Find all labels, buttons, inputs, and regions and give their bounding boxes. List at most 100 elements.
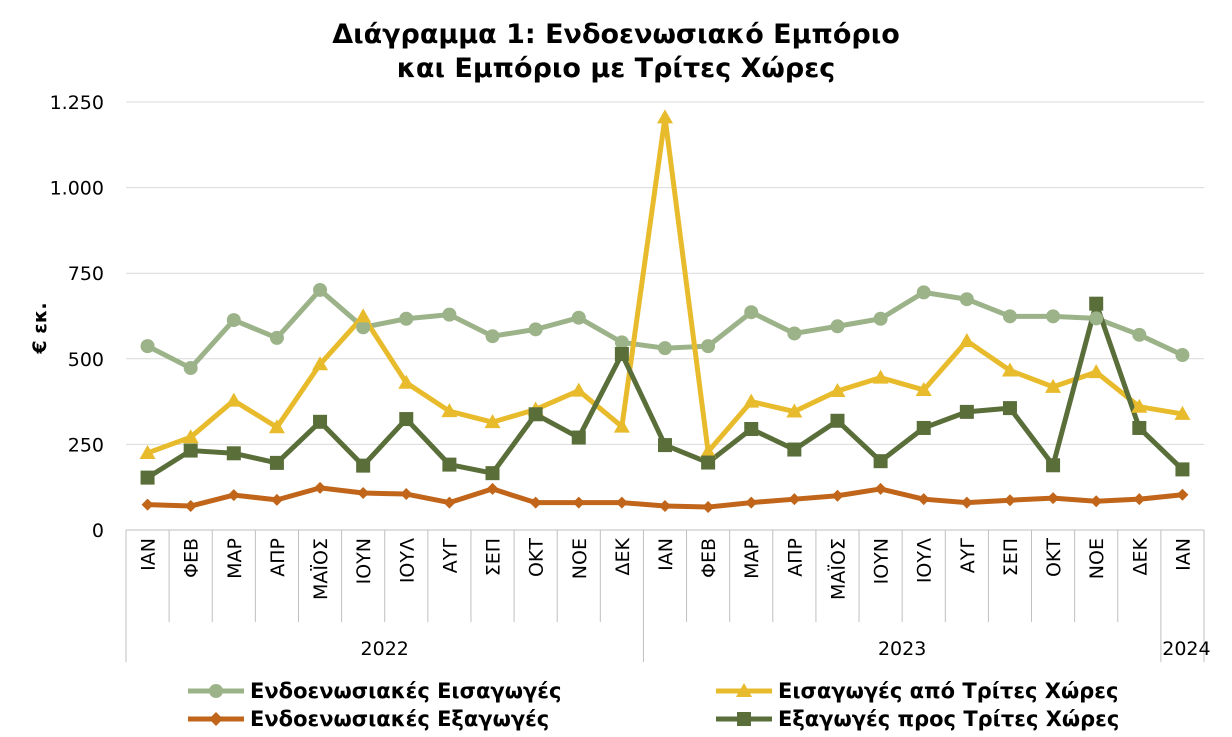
data-point — [614, 347, 629, 362]
data-point — [959, 292, 974, 307]
y-axis-label: € εκ. — [29, 302, 51, 354]
data-point — [658, 341, 672, 356]
data-point — [744, 305, 759, 320]
y-tick-label: 1.000 — [50, 178, 104, 200]
data-point — [1175, 348, 1190, 363]
x-tick-label: ΙΑΝ — [138, 538, 160, 571]
data-point — [443, 496, 456, 509]
data-point — [702, 501, 715, 514]
data-point — [268, 419, 285, 434]
data-point — [313, 282, 328, 297]
data-point — [270, 493, 283, 506]
line-chart: 0 250 500 750 1.000 1.250 ΙΑΝ ΦΕΒ ΜΑΡ ΑΠΡ ΜΑΪΟΣ ΙΟΥ… — [29, 92, 1211, 662]
chart-title-line-1: Διάγραμμα 1: Ενδοενωσιακό Εμπόριο — [332, 19, 900, 50]
data-point — [442, 307, 457, 322]
x-tick-label: ΜΑΪΟΣ — [826, 538, 849, 600]
x-tick-label: ΜΑΪΟΣ — [309, 538, 332, 600]
data-point — [486, 482, 499, 495]
y-tick-label: 750 — [68, 263, 104, 285]
data-point — [700, 443, 717, 458]
data-point — [1174, 405, 1191, 420]
data-point — [355, 308, 372, 323]
y-tick-label: 500 — [68, 349, 104, 371]
data-point — [183, 443, 198, 458]
data-point — [1131, 398, 1148, 413]
data-point — [314, 481, 327, 494]
chart-title: Διάγραμμα 1: Ενδοενωσιακό Εμπόριο και Εμ… — [0, 18, 1232, 86]
data-point — [744, 421, 759, 436]
data-point — [1089, 311, 1104, 326]
legend-label: Ενδοενωσιακές Εισαγωγές — [250, 679, 562, 703]
data-point — [1090, 495, 1103, 508]
x-tick-label: ΜΑΡ — [224, 538, 246, 579]
x-tick-label: ΣΕΠ — [483, 538, 505, 576]
legend-marker-triangle-icon — [716, 683, 772, 697]
x-tick-label: ΔΕΚ — [612, 537, 634, 575]
x-tick-label: ΣΕΠ — [1000, 538, 1022, 576]
data-point — [400, 488, 413, 501]
data-point — [571, 310, 586, 325]
x-tick-label: ΙΟΥΛ — [914, 538, 936, 583]
year-label: 2023 — [878, 638, 926, 660]
data-point — [615, 496, 628, 509]
chart-title-line-2: και Εμπόριο με Τρίτες Χώρες — [396, 53, 836, 84]
data-point — [829, 382, 846, 397]
x-tick-label: ΙΟΥΝ — [353, 538, 375, 584]
data-point — [1003, 494, 1016, 507]
data-point — [1132, 420, 1147, 435]
data-point — [614, 335, 629, 350]
data-point — [528, 407, 543, 422]
legend-item-third-country-exports: Εξαγωγές προς Τρίτες Χώρες — [714, 707, 1119, 731]
data-point — [399, 311, 414, 326]
data-point — [227, 489, 240, 502]
data-point — [226, 446, 241, 461]
data-point — [1001, 362, 1018, 377]
data-point — [916, 285, 931, 300]
x-tick-label: ΦΕΒ — [181, 538, 203, 578]
data-point — [484, 414, 501, 429]
data-point — [1132, 327, 1147, 342]
data-point — [313, 414, 328, 429]
x-tick-label: ΙΑΝ — [655, 538, 677, 571]
data-point — [184, 500, 197, 513]
data-point — [959, 404, 974, 419]
data-point — [1175, 462, 1190, 477]
data-point — [701, 455, 716, 470]
x-tick-label: ΑΠΡ — [784, 538, 806, 577]
y-tick-label: 1.250 — [50, 92, 104, 114]
series-line — [146, 287, 1184, 371]
data-point — [830, 413, 845, 428]
x-tick-label: ΑΥΓ — [439, 538, 461, 574]
x-tick-label: ΔΕΚ — [1129, 537, 1151, 575]
data-point — [830, 319, 845, 334]
data-point — [139, 444, 156, 459]
data-point — [356, 458, 371, 473]
data-point — [745, 496, 758, 509]
legend-item-intra-exports: Ενδοενωσιακές Εξαγωγές — [186, 707, 549, 731]
legend-marker-square-icon — [716, 712, 772, 726]
data-point — [1133, 493, 1146, 506]
data-point — [226, 313, 241, 328]
x-tick-label: ΝΟΕ — [569, 538, 591, 579]
y-tick-label: 0 — [92, 520, 104, 542]
legend-item-third-country-imports: Εισαγωγές από Τρίτες Χώρες — [714, 679, 1118, 703]
year-label: 2022 — [361, 638, 409, 660]
x-tick-label: ΟΚΤ — [526, 538, 548, 577]
data-point — [701, 339, 716, 354]
data-point — [787, 326, 802, 341]
data-point — [442, 457, 457, 472]
year-label: 2024 — [1162, 638, 1210, 660]
data-point — [916, 420, 931, 435]
data-point — [1089, 296, 1104, 311]
data-point — [743, 393, 760, 408]
axes — [125, 529, 1205, 662]
x-tick-label: ΝΟΕ — [1086, 538, 1108, 579]
x-tick-label: ΙΟΥΛ — [396, 538, 418, 583]
legend-marker-diamond-icon — [188, 712, 244, 726]
data-point — [658, 438, 672, 453]
data-point — [357, 487, 370, 500]
data-point — [1088, 364, 1105, 379]
data-point — [873, 311, 888, 326]
data-point — [140, 339, 155, 354]
data-point — [269, 455, 284, 470]
